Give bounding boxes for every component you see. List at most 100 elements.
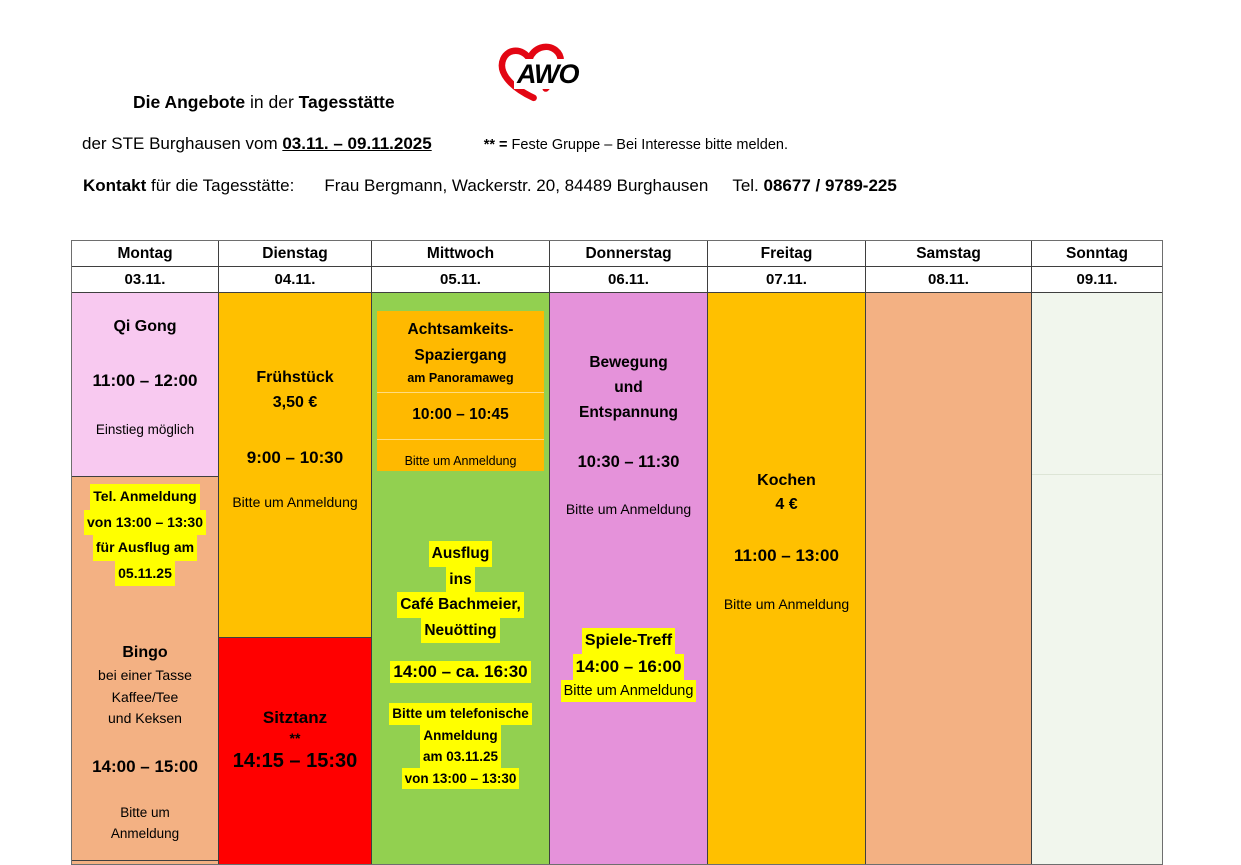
- tel-anmeldung-notice: Tel. Anmeldung von 13:00 – 13:30 für Aus…: [72, 484, 218, 586]
- highlighted-line: 05.11.25: [115, 560, 175, 586]
- highlighted-line: für Ausflug am: [92, 535, 198, 561]
- event-mittwoch-block: Achtsamkeits- Spaziergang am Panoramaweg…: [372, 293, 549, 864]
- event-bewegung-block: Bewegung und Entspannung 10:30 – 11:30 B…: [550, 293, 707, 864]
- contact-mid: für die Tagesstätte:: [146, 176, 295, 195]
- date-header: 08.11.: [866, 267, 1031, 293]
- event-time: 14:15 – 15:30: [232, 750, 358, 772]
- awo-logo-text: AWO: [514, 59, 582, 89]
- highlighted-line: Spiele-Treff: [581, 628, 676, 654]
- event-title: Qi Gong: [113, 318, 177, 335]
- column-donnerstag: Donnerstag 06.11. Bewegung und Entspannu…: [550, 241, 708, 864]
- event-achtsamkeits-spaziergang: Achtsamkeits- Spaziergang am Panoramaweg…: [377, 311, 544, 471]
- highlighted-line: von 13:00 – 13:30: [401, 767, 520, 789]
- column-mittwoch: Mittwoch 05.11. Achtsamkeits- Spaziergan…: [372, 241, 550, 864]
- column-sonntag: Sonntag 09.11.: [1032, 241, 1162, 864]
- date-header: 05.11.: [372, 267, 549, 293]
- event-time: 11:00 – 12:00: [92, 371, 198, 390]
- event-title: Sitztanz: [262, 708, 328, 727]
- column-samstag: Samstag 08.11.: [866, 241, 1032, 864]
- event-time: 14:00 – 15:00: [92, 756, 198, 776]
- awo-logo: AWO: [492, 42, 608, 104]
- page-title: Die Angebote in der Tagesstätte: [133, 92, 395, 113]
- event-time: 10:30 – 11:30: [577, 453, 680, 471]
- box-divider: [377, 392, 544, 393]
- event-note: Bitte um Anmeldung: [232, 494, 358, 510]
- date-range: 03.11. – 09.11.2025: [282, 134, 432, 153]
- event-sitztanz: Sitztanz ** 14:15 – 15:30: [219, 638, 371, 864]
- date-header: 07.11.: [708, 267, 865, 293]
- cell-divider: [72, 860, 218, 861]
- title-bold-2: Tagesstätte: [298, 92, 395, 112]
- event-ausflug: Ausflug ins Café Bachmeier, Neuötting: [372, 541, 549, 643]
- title-bold-1: Die Angebote: [133, 92, 246, 112]
- contact-tel-label: Tel.: [732, 176, 764, 195]
- date-header: 04.11.: [219, 267, 371, 293]
- day-header: Donnerstag: [550, 241, 707, 267]
- empty-day-cell: [1032, 293, 1162, 864]
- highlighted-line: Café Bachmeier,: [397, 592, 524, 618]
- date-header: 03.11.: [72, 267, 218, 293]
- column-dienstag: Dienstag 04.11. Frühstück 3,50 € 9:00 – …: [219, 241, 372, 864]
- column-montag: Montag 03.11. Qi Gong 11:00 – 12:00 Eins…: [72, 241, 219, 864]
- column-body: [1032, 293, 1162, 864]
- event-fruehstueck: Frühstück 3,50 € 9:00 – 10:30 Bitte um A…: [219, 293, 371, 638]
- date-header: 06.11.: [550, 267, 707, 293]
- column-body: Bewegung und Entspannung 10:30 – 11:30 B…: [550, 293, 707, 864]
- highlighted-line: ins: [446, 566, 475, 592]
- event-title: Achtsamkeits- Spaziergang am Panoramaweg: [377, 311, 544, 387]
- event-qi-gong: Qi Gong 11:00 – 12:00 Einstieg möglich: [72, 293, 218, 477]
- event-time: 11:00 – 13:00: [734, 546, 839, 565]
- highlighted-line: Anmeldung: [420, 724, 501, 746]
- contact-label: Kontakt: [83, 176, 147, 195]
- event-bingo-block: Tel. Anmeldung von 13:00 – 13:30 für Aus…: [72, 477, 218, 864]
- column-body: Kochen 4 € 11:00 – 13:00 Bitte um Anmeld…: [708, 293, 865, 864]
- contact-tel-number: 08677 / 9789-225: [763, 176, 897, 195]
- stars-legend-symbol: ** =: [483, 137, 508, 153]
- event-title: Frühstück: [256, 369, 334, 386]
- column-body: Achtsamkeits- Spaziergang am Panoramaweg…: [372, 293, 549, 864]
- event-title: Bewegung und Entspannung: [578, 354, 679, 421]
- column-body: Frühstück 3,50 € 9:00 – 10:30 Bitte um A…: [219, 293, 371, 864]
- event-subtitle: bei einer Tasse Kaffee/Tee und Keksen: [98, 667, 192, 726]
- cell-divider: [1032, 474, 1162, 475]
- day-header: Sonntag: [1032, 241, 1162, 267]
- event-note: Bitte um Anmeldung: [723, 596, 850, 612]
- day-header: Samstag: [866, 241, 1031, 267]
- weekly-schedule-table: Montag 03.11. Qi Gong 11:00 – 12:00 Eins…: [71, 240, 1163, 865]
- column-body: Qi Gong 11:00 – 12:00 Einstieg möglich T…: [72, 293, 218, 864]
- contact-line: Kontakt für die Tagesstätte: Frau Bergman…: [83, 176, 897, 196]
- highlighted-line: Bitte um Anmeldung: [560, 680, 697, 702]
- day-header: Freitag: [708, 241, 865, 267]
- date-range-line: der STE Burghausen vom 03.11. – 09.11.20…: [82, 134, 788, 154]
- column-body: [866, 293, 1031, 864]
- column-freitag: Freitag 07.11. Kochen 4 € 11:00 – 13:00 …: [708, 241, 866, 864]
- event-title: Bingo: [122, 644, 168, 661]
- highlighted-line: Neuötting: [421, 617, 500, 643]
- event-location: am Panoramaweg: [407, 371, 514, 385]
- box-divider: [377, 439, 544, 440]
- event-note: Bitte um Anmeldung: [404, 454, 517, 468]
- day-header: Dienstag: [219, 241, 371, 267]
- event-kochen: Kochen 4 € 11:00 – 13:00 Bitte um Anmeld…: [708, 293, 865, 864]
- highlighted-line: Bitte um telefonische: [389, 703, 532, 725]
- event-time: 10:00 – 10:45: [412, 406, 509, 423]
- fixed-group-marker: **: [289, 730, 301, 746]
- contact-person: Frau Bergmann, Wackerstr. 20, 84489 Burg…: [324, 176, 709, 195]
- event-time: 14:00 – ca. 16:30: [372, 661, 549, 683]
- stars-legend-text: Feste Gruppe – Bei Interesse bitte melde…: [507, 137, 788, 153]
- highlighted-line: Ausflug: [428, 541, 493, 567]
- highlighted-line: 14:00 – 16:00: [572, 654, 685, 680]
- highlighted-line: am 03.11.25: [419, 746, 502, 768]
- day-header: Mittwoch: [372, 241, 549, 267]
- empty-day-cell: [866, 293, 1031, 864]
- event-price: 3,50 €: [272, 394, 318, 411]
- event-spiele-treff: Spiele-Treff 14:00 – 16:00 Bitte um Anme…: [550, 628, 707, 702]
- date-range-prefix: der STE Burghausen vom: [82, 134, 283, 153]
- tel-anmeldung-notice: Bitte um telefonische Anmeldung am 03.11…: [372, 703, 549, 789]
- title-regular: in der: [245, 92, 299, 112]
- highlighted-line: von 13:00 – 13:30: [84, 509, 206, 535]
- event-note: Bitte um Anmeldung: [565, 501, 692, 517]
- event-note: Einstieg möglich: [95, 422, 195, 437]
- event-time: 9:00 – 10:30: [246, 448, 344, 467]
